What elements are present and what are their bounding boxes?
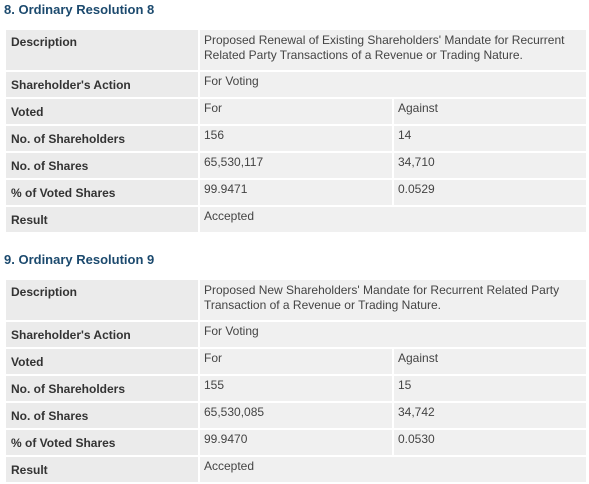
table-row: Result Accepted xyxy=(6,207,586,232)
voted-for: For xyxy=(200,349,392,374)
description-value: Proposed New Shareholders' Mandate for R… xyxy=(200,280,586,320)
description-label: Description xyxy=(6,280,198,320)
resolution-title: 8. Ordinary Resolution 8 xyxy=(4,2,155,17)
shareholder-action-value: For Voting xyxy=(199,72,586,97)
percent-voted-label: % of Voted Shares xyxy=(6,180,198,205)
description-value: Proposed Renewal of Existing Shareholder… xyxy=(199,30,586,70)
table-row: Result Accepted xyxy=(6,457,586,482)
table-row: Description Proposed Renewal of Existing… xyxy=(6,30,586,70)
shares-label: No. of Shares xyxy=(6,153,198,178)
percent-voted-against: 0.0529 xyxy=(393,180,586,205)
table-row: No. of Shares 65,530,085 34,742 xyxy=(6,403,586,428)
shares-label: No. of Shares xyxy=(6,403,198,428)
resolution-table: Description Proposed Renewal of Existing… xyxy=(4,28,588,234)
shares-against: 34,710 xyxy=(393,153,586,178)
shares-for: 65,530,085 xyxy=(200,403,392,428)
shareholder-action-label: Shareholder's Action xyxy=(6,322,198,347)
shares-against: 34,742 xyxy=(394,403,586,428)
voted-label: Voted xyxy=(6,349,198,374)
table-row: Shareholder's Action For Voting xyxy=(6,322,586,347)
shareholders-for: 156 xyxy=(199,126,392,151)
result-label: Result xyxy=(6,207,198,232)
table-row: No. of Shares 65,530,117 34,710 xyxy=(6,153,586,178)
result-label: Result xyxy=(6,457,198,482)
result-value: Accepted xyxy=(199,207,586,232)
resolution-title: 9. Ordinary Resolution 9 xyxy=(4,252,155,267)
table-row: % of Voted Shares 99.9470 0.0530 xyxy=(6,430,586,455)
table-row: Shareholder's Action For Voting xyxy=(6,72,586,97)
shareholders-against: 14 xyxy=(393,126,586,151)
table-row: Description Proposed New Shareholders' M… xyxy=(6,280,586,320)
voted-against: Against xyxy=(394,349,586,374)
shareholders-against: 15 xyxy=(394,376,586,401)
table-row: Voted For Against xyxy=(6,99,586,124)
resolution-table: Description Proposed New Shareholders' M… xyxy=(4,278,588,484)
percent-voted-for: 99.9471 xyxy=(199,180,392,205)
percent-voted-for: 99.9470 xyxy=(200,430,392,455)
table-row: % of Voted Shares 99.9471 0.0529 xyxy=(6,180,586,205)
result-value: Accepted xyxy=(200,457,586,482)
shareholders-for: 155 xyxy=(200,376,392,401)
percent-voted-label: % of Voted Shares xyxy=(6,430,198,455)
table-row: No. of Shareholders 156 14 xyxy=(6,126,586,151)
shareholder-action-value: For Voting xyxy=(200,322,586,347)
table-row: Voted For Against xyxy=(6,349,586,374)
voted-against: Against xyxy=(393,99,586,124)
percent-voted-against: 0.0530 xyxy=(394,430,586,455)
shareholders-label: No. of Shareholders xyxy=(6,126,198,151)
table-row: No. of Shareholders 155 15 xyxy=(6,376,586,401)
shareholders-label: No. of Shareholders xyxy=(6,376,198,401)
voted-for: For xyxy=(199,99,392,124)
voted-label: Voted xyxy=(6,99,198,124)
shareholder-action-label: Shareholder's Action xyxy=(6,72,198,97)
description-label: Description xyxy=(6,30,198,70)
shares-for: 65,530,117 xyxy=(199,153,392,178)
